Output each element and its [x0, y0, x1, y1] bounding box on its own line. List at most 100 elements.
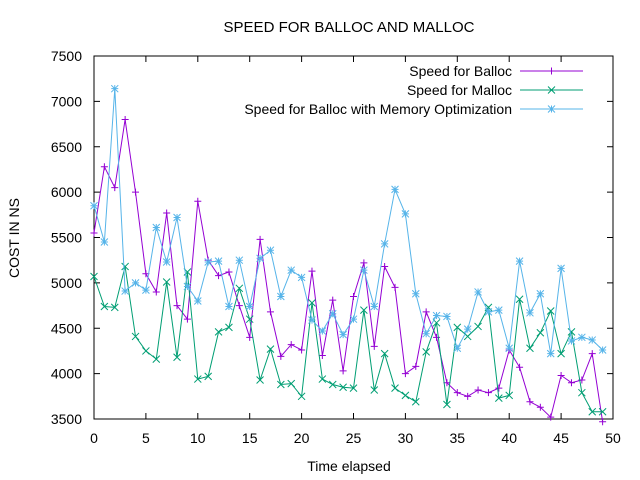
- data-point-balloc: [588, 350, 596, 358]
- y-tick-label: 4000: [51, 366, 82, 382]
- data-point-balloc-memopt: [235, 256, 244, 265]
- data-point-balloc-memopt: [453, 344, 462, 353]
- data-point-balloc: [599, 418, 607, 426]
- series-line-balloc-memopt: [93, 88, 603, 354]
- data-point-malloc: [142, 347, 150, 355]
- data-point-balloc-memopt: [411, 289, 420, 298]
- x-tick-label: 0: [90, 430, 98, 446]
- data-point-malloc: [235, 284, 244, 293]
- data-point-balloc: [318, 351, 326, 359]
- x-tick-label: 50: [605, 430, 621, 446]
- data-point-malloc: [131, 332, 140, 341]
- data-point-malloc: [225, 323, 233, 332]
- data-point-balloc-memopt: [90, 201, 98, 210]
- legend-label-malloc: Speed for Malloc: [407, 82, 512, 98]
- data-point-balloc: [121, 116, 129, 124]
- x-tick-label: 15: [242, 430, 258, 446]
- data-point-malloc: [546, 307, 555, 315]
- data-point-balloc-memopt: [110, 84, 119, 93]
- data-point-malloc: [370, 386, 379, 394]
- data-point-balloc-memopt: [422, 329, 431, 338]
- data-point-malloc: [494, 394, 503, 402]
- data-point-balloc-memopt: [505, 344, 514, 353]
- data-point-balloc-memopt: [204, 258, 213, 266]
- data-point-malloc: [588, 407, 597, 416]
- data-point-balloc-memopt: [256, 254, 264, 263]
- data-point-balloc-memopt: [276, 292, 285, 301]
- x-tick-label: 40: [501, 430, 517, 446]
- data-point-balloc-memopt: [214, 257, 223, 265]
- data-point-malloc: [266, 345, 275, 353]
- y-tick-label: 6000: [51, 184, 82, 200]
- data-point-balloc-memopt: [245, 302, 254, 311]
- data-point-balloc-memopt: [173, 213, 181, 222]
- data-point-balloc-memopt: [266, 246, 275, 255]
- data-point-balloc-memopt: [339, 330, 347, 339]
- data-point-balloc-memopt: [287, 266, 296, 275]
- data-point-balloc-memopt: [318, 327, 327, 335]
- data-point-balloc-memopt: [557, 264, 565, 273]
- data-point-balloc-memopt: [588, 336, 597, 344]
- data-point-balloc-memopt: [142, 286, 150, 294]
- data-point-balloc-memopt: [567, 337, 576, 345]
- data-point-balloc: [225, 268, 233, 276]
- data-point-balloc: [433, 333, 441, 341]
- data-point-balloc: [422, 308, 430, 316]
- data-point-balloc: [298, 346, 306, 354]
- x-tick-label: 20: [294, 430, 310, 446]
- data-point-malloc: [90, 272, 98, 281]
- data-point-malloc: [152, 355, 161, 363]
- data-point-malloc: [162, 278, 171, 286]
- data-point-malloc: [328, 380, 337, 389]
- data-point-malloc: [339, 383, 347, 392]
- data-point-balloc: [536, 403, 544, 411]
- legend-marker-balloc: [548, 67, 555, 75]
- data-point-malloc: [474, 322, 482, 331]
- data-point-balloc: [111, 184, 119, 192]
- axes: 0 5 10 15 20 25 30 35 40 45 50 3500 4000 4500 5000 5500…: [51, 48, 621, 446]
- series-line-balloc: [93, 119, 604, 422]
- data-point-balloc: [246, 333, 254, 341]
- data-point-balloc-memopt: [297, 273, 306, 282]
- data-point-balloc-memopt: [100, 238, 109, 246]
- data-point-malloc: [256, 376, 264, 384]
- data-point-balloc-memopt: [578, 333, 586, 342]
- data-point-balloc-memopt: [152, 223, 161, 232]
- data-point-malloc: [245, 315, 254, 324]
- data-point-malloc: [515, 295, 524, 304]
- y-tick-label: 7000: [51, 93, 82, 109]
- data-point-balloc-memopt: [380, 239, 389, 248]
- data-point-balloc-memopt: [162, 258, 171, 266]
- data-point-malloc: [401, 391, 410, 400]
- data-point-balloc: [495, 384, 503, 392]
- y-tick-label: 6500: [51, 139, 82, 155]
- data-point-malloc: [110, 303, 119, 312]
- legend-label-balloc: Speed for Balloc: [409, 63, 512, 79]
- x-tick-label: 5: [142, 430, 150, 446]
- data-point-balloc: [132, 188, 140, 196]
- data-point-malloc: [287, 379, 296, 388]
- data-point-balloc: [453, 389, 461, 397]
- data-point-balloc: [266, 308, 274, 316]
- data-point-malloc: [380, 349, 389, 358]
- legend: Speed for Balloc Speed for Malloc Speed fo…: [244, 63, 583, 117]
- data-point-malloc: [422, 347, 431, 356]
- series-layer: [90, 84, 607, 426]
- data-point-balloc: [256, 235, 264, 243]
- data-point-balloc-memopt: [308, 316, 316, 324]
- data-point-balloc-memopt: [131, 279, 140, 287]
- data-point-malloc: [360, 306, 368, 314]
- data-point-balloc: [567, 379, 575, 387]
- data-point-balloc: [152, 288, 160, 296]
- data-point-malloc: [411, 397, 420, 406]
- data-point-balloc-memopt: [193, 297, 202, 305]
- x-tick-label: 10: [190, 430, 206, 446]
- data-point-malloc: [453, 323, 462, 332]
- data-point-balloc-memopt: [484, 308, 493, 316]
- chart-title: SPEED FOR BALLOC AND MALLOC: [224, 19, 475, 36]
- data-point-balloc: [464, 392, 472, 400]
- data-point-balloc-memopt: [370, 302, 379, 311]
- data-point-balloc-memopt: [515, 257, 524, 265]
- data-point-balloc: [350, 292, 357, 300]
